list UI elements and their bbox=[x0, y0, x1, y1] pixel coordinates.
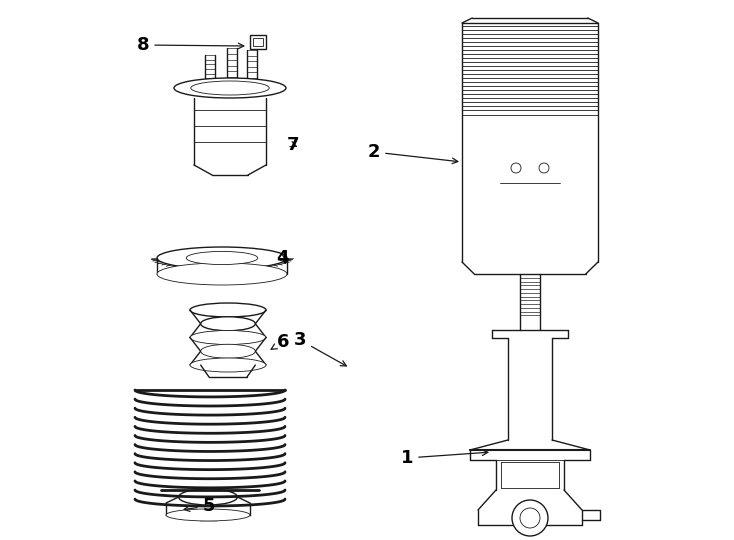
Ellipse shape bbox=[178, 489, 237, 505]
Text: 2: 2 bbox=[368, 143, 458, 164]
Ellipse shape bbox=[190, 330, 266, 345]
Ellipse shape bbox=[174, 78, 286, 98]
Bar bbox=[250, 35, 266, 49]
Circle shape bbox=[539, 163, 549, 173]
Ellipse shape bbox=[191, 81, 269, 95]
Ellipse shape bbox=[166, 509, 250, 521]
Ellipse shape bbox=[186, 252, 258, 265]
Text: 1: 1 bbox=[401, 449, 488, 467]
Circle shape bbox=[511, 163, 521, 173]
Text: 8: 8 bbox=[137, 36, 244, 54]
Text: 3: 3 bbox=[294, 331, 346, 366]
Ellipse shape bbox=[190, 358, 266, 372]
Circle shape bbox=[512, 500, 548, 536]
Text: 5: 5 bbox=[184, 497, 215, 515]
Text: 6: 6 bbox=[271, 333, 289, 351]
Ellipse shape bbox=[157, 263, 287, 285]
Bar bbox=[253, 38, 263, 46]
Text: 4: 4 bbox=[276, 249, 288, 267]
Ellipse shape bbox=[190, 303, 266, 317]
Ellipse shape bbox=[200, 345, 255, 358]
Text: 7: 7 bbox=[287, 136, 299, 154]
Circle shape bbox=[520, 508, 540, 528]
Ellipse shape bbox=[157, 247, 287, 269]
Ellipse shape bbox=[200, 317, 255, 330]
